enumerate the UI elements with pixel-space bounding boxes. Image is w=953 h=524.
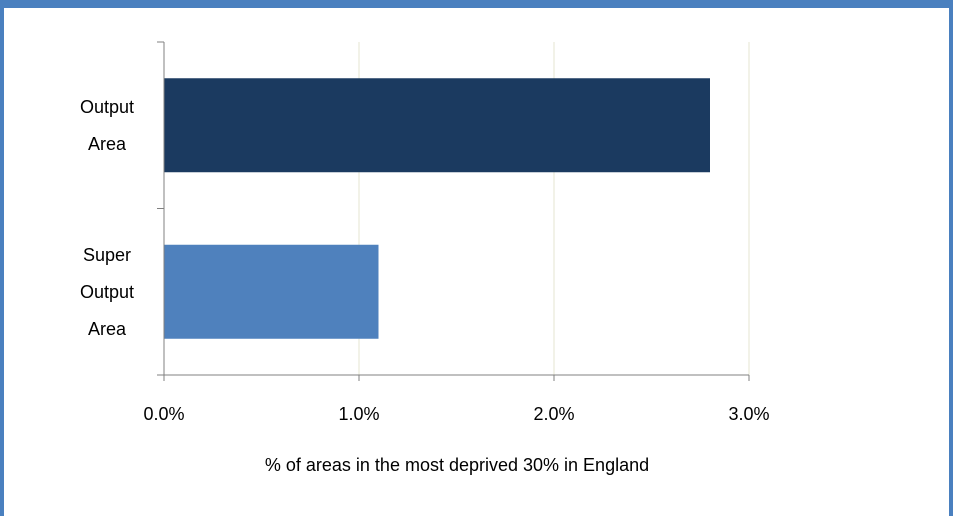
x-tick-label: 1.0% [338, 404, 379, 424]
bar-chart: 0.0% 1.0% 2.0% 3.0% Output Area Super Output Ar… [80, 41, 770, 475]
category-label: Area [88, 134, 127, 154]
category-label: Output [80, 282, 134, 302]
axes [157, 41, 750, 381]
x-tick-labels: 0.0% 1.0% 2.0% 3.0% [143, 404, 769, 424]
category-label: Area [88, 319, 127, 339]
bar [164, 244, 379, 339]
x-tick-label: 3.0% [728, 404, 769, 424]
category-label: Super [83, 245, 131, 265]
x-tick-label: 2.0% [533, 404, 574, 424]
bars [164, 78, 710, 339]
bar [164, 78, 710, 173]
category-labels: Output Area Super Output Area [80, 97, 134, 339]
category-label: Output [80, 97, 134, 117]
x-axis-title: % of areas in the most deprived 30% in E… [265, 455, 649, 475]
x-tick-label: 0.0% [143, 404, 184, 424]
